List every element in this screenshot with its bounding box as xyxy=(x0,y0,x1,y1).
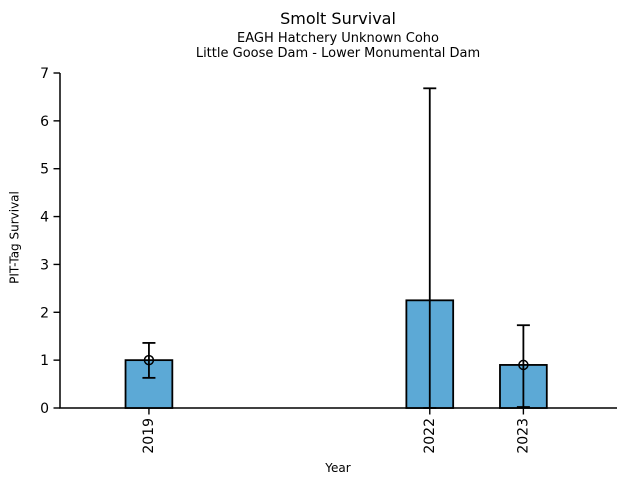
y-tick-label: 3 xyxy=(40,257,49,273)
y-tick-label: 7 xyxy=(40,66,49,82)
y-tick-label: 6 xyxy=(40,114,49,130)
y-tick-label: 0 xyxy=(40,401,49,417)
x-tick-label: 2019 xyxy=(141,418,157,454)
point-marker-2023 xyxy=(518,359,529,371)
point-marker-2019 xyxy=(143,354,155,366)
y-tick-label: 5 xyxy=(40,162,49,178)
chart-subtitle-line2: Little Goose Dam - Lower Monumental Dam xyxy=(195,46,481,61)
y-tick-label: 1 xyxy=(40,353,49,369)
x-tick-label: 2023 xyxy=(515,418,531,454)
chart-subtitle-line1: EAGH Hatchery Unknown Coho xyxy=(237,31,439,46)
y-tick-label: 4 xyxy=(40,210,49,226)
y-tick-label: 2 xyxy=(40,305,49,321)
axis-spines xyxy=(59,73,617,409)
x-axis-label: Year xyxy=(325,461,351,475)
chart-title: Smolt Survival xyxy=(280,9,396,28)
x-tick-label: 2022 xyxy=(422,418,438,454)
